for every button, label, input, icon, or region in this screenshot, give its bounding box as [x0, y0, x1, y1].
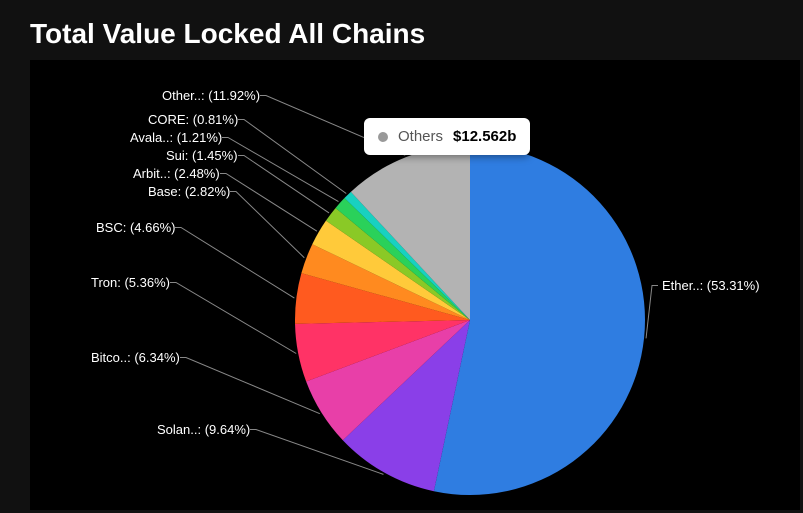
tvl-pie-chart: Others $12.562b Other..: (11.92%)CORE: (… — [30, 60, 800, 510]
leader-line — [180, 358, 320, 414]
leader-line — [170, 283, 296, 354]
page-title: Total Value Locked All Chains — [30, 18, 785, 50]
chart-tooltip: Others $12.562b — [364, 118, 530, 155]
tooltip-dot-icon — [378, 132, 388, 142]
leader-line — [230, 192, 304, 258]
leader-line — [238, 120, 346, 194]
leader-line — [238, 156, 329, 213]
leader-line — [646, 286, 658, 339]
tooltip-label: Others — [398, 128, 443, 145]
tooltip-value: $12.562b — [453, 128, 516, 145]
leader-line — [222, 138, 338, 202]
leader-line — [175, 228, 294, 299]
